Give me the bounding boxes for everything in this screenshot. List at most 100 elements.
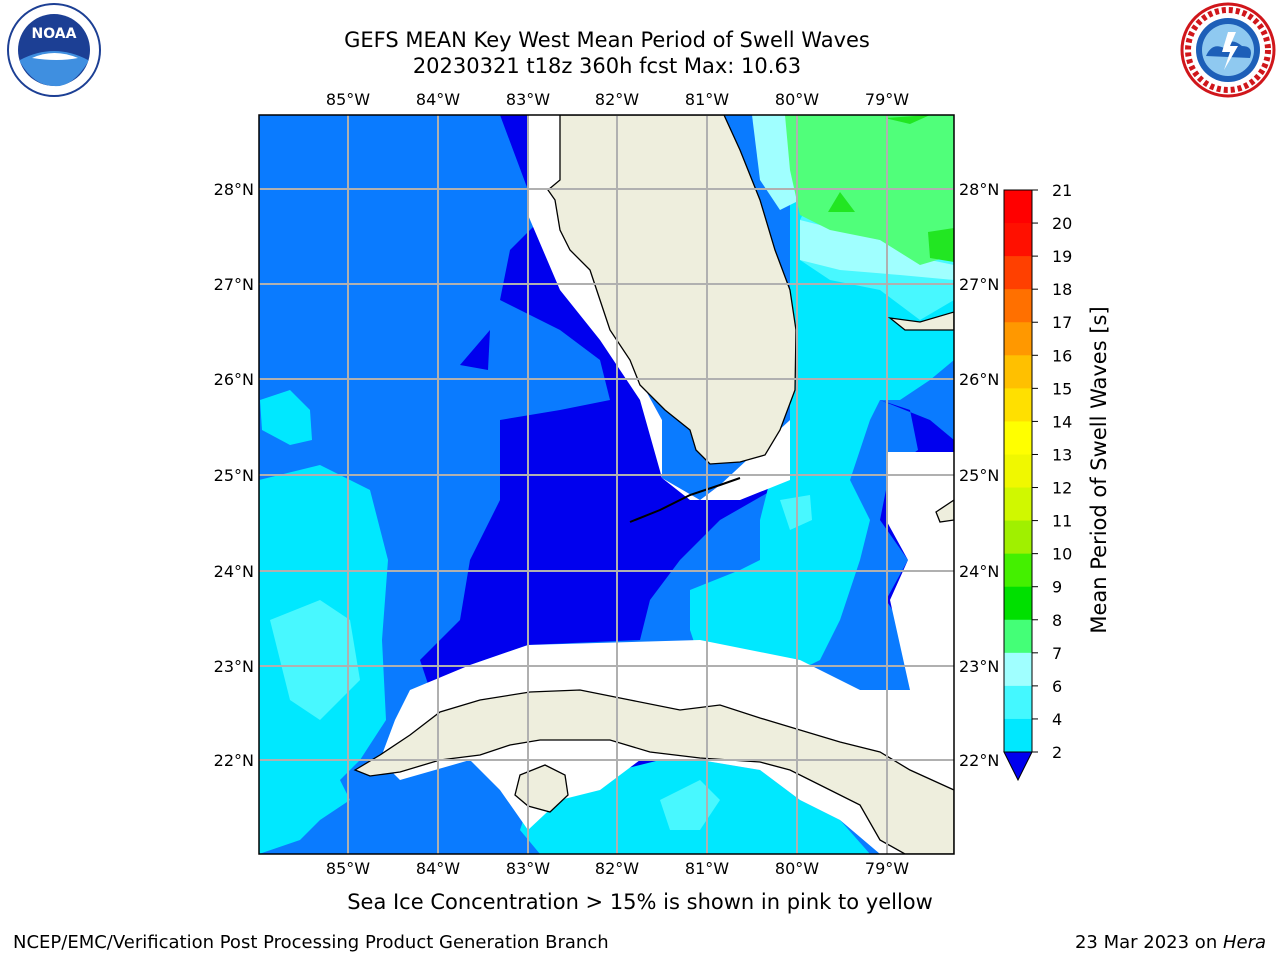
colorbar-segment xyxy=(1004,586,1032,621)
lon-label: 84°W xyxy=(416,859,460,878)
colorbar-segment xyxy=(1004,388,1032,422)
colorbar-segment xyxy=(1004,685,1032,720)
lon-labels-top: 85°W 84°W 83°W 82°W 81°W 80°W 79°W xyxy=(326,90,909,109)
lat-labels-left: 28°N 27°N 26°N 25°N 24°N 23°N 22°N xyxy=(214,180,254,770)
colorbar-tick-label: 13 xyxy=(1052,445,1072,464)
colorbar-tick-label: 11 xyxy=(1052,512,1072,531)
colorbar-extension xyxy=(1003,751,1033,782)
colorbar-segment xyxy=(1004,553,1032,588)
period-band-10-11 xyxy=(828,192,855,212)
lon-labels-bottom: 85°W 84°W 83°W 82°W 81°W 80°W 79°W xyxy=(326,859,909,878)
no-data-region xyxy=(528,115,790,500)
colorbar-tick-label: 7 xyxy=(1052,644,1062,663)
lat-label: 23°N xyxy=(214,657,254,676)
footer-host: Hera xyxy=(1222,932,1266,953)
lat-label: 28°N xyxy=(959,180,999,199)
colorbar-segment xyxy=(1004,718,1032,753)
cuba-landmass xyxy=(353,689,954,854)
colorbar-tick-label: 17 xyxy=(1052,313,1072,332)
lat-label: 22°N xyxy=(214,751,254,770)
period-band-10-11 xyxy=(885,115,930,124)
lon-label: 81°W xyxy=(685,859,729,878)
colorbar-tick-label: 2 xyxy=(1052,743,1062,762)
lon-label: 85°W xyxy=(326,859,370,878)
colorbar-segment xyxy=(1004,619,1032,654)
footer-producer: NCEP/EMC/Verification Post Processing Pr… xyxy=(13,932,609,953)
nws-logo xyxy=(1180,2,1276,98)
lat-label: 27°N xyxy=(214,275,254,294)
colorbar-tick-label: 19 xyxy=(1052,247,1072,266)
chart-title: GEFS MEAN Key West Mean Period of Swell … xyxy=(344,28,870,52)
lat-label: 28°N xyxy=(214,180,254,199)
period-band-8-9 xyxy=(800,220,954,280)
colorbar-segment xyxy=(1004,289,1032,323)
lat-labels-right: 28°N 27°N 26°N 25°N 24°N 23°N 22°N xyxy=(959,180,999,770)
lat-label: 25°N xyxy=(959,466,999,485)
period-band-below-2 xyxy=(460,330,490,370)
footer-date: 23 Mar 2023 on Hera xyxy=(1075,932,1266,953)
lon-label: 83°W xyxy=(506,90,550,109)
colorbar-tick-label: 12 xyxy=(1052,479,1072,498)
lon-label: 82°W xyxy=(595,90,639,109)
lon-label: 83°W xyxy=(506,859,550,878)
lon-label: 79°W xyxy=(865,90,909,109)
noaa-logo: NOAA xyxy=(7,3,101,97)
colorbar-tick-label: 18 xyxy=(1052,280,1072,299)
footer-date-text: 23 Mar 2023 on xyxy=(1074,932,1223,953)
period-band-10-11 xyxy=(928,228,954,262)
lon-label: 85°W xyxy=(326,90,370,109)
lon-label: 82°W xyxy=(595,859,639,878)
lon-label: 80°W xyxy=(775,90,819,109)
colorbar-segment xyxy=(1004,520,1032,555)
noaa-logo-text: NOAA xyxy=(32,26,77,42)
lat-label: 25°N xyxy=(214,466,254,485)
lat-label: 23°N xyxy=(959,657,999,676)
colorbar-tick-label: 8 xyxy=(1052,611,1062,630)
colorbar-segment xyxy=(1004,355,1032,389)
bahamas-island xyxy=(935,499,954,523)
colorbar-segment xyxy=(1004,454,1032,489)
florida-keys xyxy=(629,477,741,523)
colorbar-segment xyxy=(1004,256,1032,290)
colorbar-segment xyxy=(1004,223,1032,257)
period-band-below-2 xyxy=(420,115,790,690)
sea-ice-note: Sea Ice Concentration > 15% is shown in … xyxy=(347,890,933,914)
colorbar-tick-label: 10 xyxy=(1052,545,1072,564)
colorbar-tick-label: 21 xyxy=(1052,181,1072,200)
period-band-4-6 xyxy=(260,390,312,445)
colorbar-frame xyxy=(1003,189,1033,753)
colorbar-tick-label: 15 xyxy=(1052,379,1072,398)
map-frame xyxy=(258,114,955,855)
colorbar-tick-label: 6 xyxy=(1052,677,1062,696)
lat-label: 26°N xyxy=(959,370,999,389)
colorbar-tick-label: 14 xyxy=(1052,412,1072,431)
lat-label: 26°N xyxy=(214,370,254,389)
florida-landmass xyxy=(547,115,797,465)
lon-label: 81°W xyxy=(685,90,729,109)
colorbar-segment xyxy=(1004,190,1032,224)
lat-label: 24°N xyxy=(214,562,254,581)
colorbar-tick-label: 9 xyxy=(1052,578,1062,597)
colorbar-segment xyxy=(1004,421,1032,455)
lat-label: 24°N xyxy=(959,562,999,581)
colorbar-label: Mean Period of Swell Waves [s] xyxy=(1087,306,1111,633)
colorbar-tick-label: 20 xyxy=(1052,214,1072,233)
colorbar: 21 20 19 18 17 16 15 14 13 12 11 10 9 8 7 6 4 2 xyxy=(1003,181,1072,782)
colorbar-segment xyxy=(1004,322,1032,356)
lon-label: 80°W xyxy=(775,859,819,878)
lat-label: 27°N xyxy=(959,275,999,294)
colorbar-segment xyxy=(1004,487,1032,522)
bahamas-island xyxy=(887,311,954,331)
colorbar-tick-label: 4 xyxy=(1052,710,1062,729)
lon-label: 84°W xyxy=(416,90,460,109)
chart-subtitle: 20230321 t18z 360h fcst Max: 10.63 xyxy=(412,54,802,78)
lat-label: 22°N xyxy=(959,751,999,770)
colorbar-tick-label: 16 xyxy=(1052,346,1072,365)
wave-period-field xyxy=(259,115,954,854)
colorbar-segment xyxy=(1004,652,1032,687)
map-gridlines xyxy=(259,115,954,854)
period-band-6-8 xyxy=(270,600,360,720)
period-band-6-8 xyxy=(660,780,720,830)
lon-label: 79°W xyxy=(865,859,909,878)
